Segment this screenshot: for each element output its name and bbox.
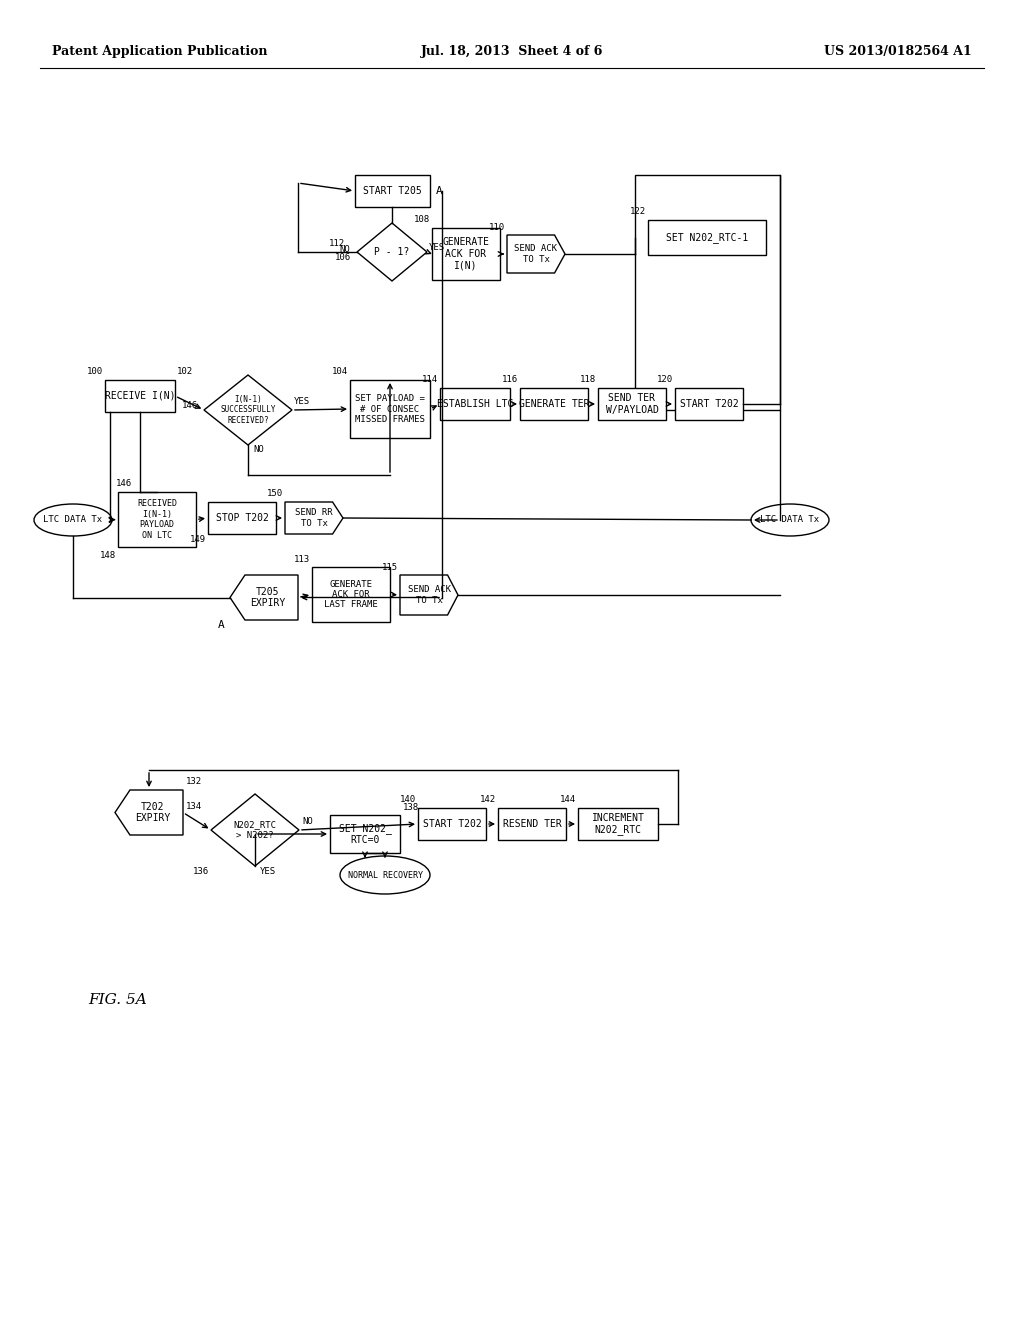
Text: Jul. 18, 2013  Sheet 4 of 6: Jul. 18, 2013 Sheet 4 of 6 xyxy=(421,45,603,58)
Text: 110: 110 xyxy=(488,223,505,231)
Text: SEND RR
TO Tx: SEND RR TO Tx xyxy=(295,508,333,528)
Text: 112: 112 xyxy=(329,239,345,248)
Text: YES: YES xyxy=(294,397,310,407)
Polygon shape xyxy=(204,375,292,445)
Text: SET PAYLOAD =
# OF CONSEC
MISSED FRAMES: SET PAYLOAD = # OF CONSEC MISSED FRAMES xyxy=(355,395,425,424)
Bar xyxy=(578,808,658,840)
Bar xyxy=(312,568,390,622)
Text: SEND TER
W/PAYLOAD: SEND TER W/PAYLOAD xyxy=(605,393,658,414)
Text: N202_RTC
> N202?: N202_RTC > N202? xyxy=(233,820,276,840)
Text: NO: NO xyxy=(339,246,350,255)
Text: SET N202_RTC-1: SET N202_RTC-1 xyxy=(666,232,749,243)
Text: T202
EXPIRY: T202 EXPIRY xyxy=(135,801,170,824)
Text: LTC DATA Tx: LTC DATA Tx xyxy=(43,516,102,524)
Text: 108: 108 xyxy=(414,215,430,224)
Text: YES: YES xyxy=(260,866,276,875)
Ellipse shape xyxy=(34,504,112,536)
Text: START T205: START T205 xyxy=(364,186,422,195)
Text: SEND ACK
TO Tx: SEND ACK TO Tx xyxy=(514,244,557,264)
Text: 148: 148 xyxy=(100,550,116,560)
Text: 116: 116 xyxy=(502,375,518,384)
Bar xyxy=(675,388,743,420)
Bar xyxy=(635,176,780,411)
Bar xyxy=(498,808,566,840)
Text: START T202: START T202 xyxy=(423,818,481,829)
Text: FIG. 5A: FIG. 5A xyxy=(88,993,146,1007)
Text: 144: 144 xyxy=(560,796,575,804)
Text: 104: 104 xyxy=(332,367,348,376)
Text: A: A xyxy=(218,620,224,630)
Text: GENERATE
ACK FOR
I(N): GENERATE ACK FOR I(N) xyxy=(442,238,489,271)
Text: 106: 106 xyxy=(335,252,351,261)
Polygon shape xyxy=(211,795,299,866)
Text: 146: 146 xyxy=(182,400,198,409)
Text: NO: NO xyxy=(302,817,312,826)
Text: 102: 102 xyxy=(177,367,194,376)
Text: I(N-1)
SUCCESSFULLY
RECEIVED?: I(N-1) SUCCESSFULLY RECEIVED? xyxy=(220,395,275,425)
Text: RECEIVE I(N): RECEIVE I(N) xyxy=(104,391,175,401)
Bar xyxy=(355,176,430,207)
Text: YES: YES xyxy=(429,243,445,252)
Text: 150: 150 xyxy=(267,490,283,499)
Bar xyxy=(350,380,430,438)
Text: 115: 115 xyxy=(382,562,398,572)
Text: SEND ACK
TO Tx: SEND ACK TO Tx xyxy=(408,585,451,605)
Text: START T202: START T202 xyxy=(680,399,738,409)
Bar xyxy=(648,220,766,255)
Text: ESTABLISH LTC: ESTABLISH LTC xyxy=(437,399,513,409)
Bar xyxy=(440,388,510,420)
Text: 100: 100 xyxy=(87,367,103,376)
Text: 136: 136 xyxy=(193,866,209,875)
Polygon shape xyxy=(285,502,343,535)
Text: LTC DATA Tx: LTC DATA Tx xyxy=(761,516,819,524)
Text: GENERATE
ACK FOR
LAST FRAME: GENERATE ACK FOR LAST FRAME xyxy=(325,579,378,610)
Text: P - 1?: P - 1? xyxy=(375,247,410,257)
Bar xyxy=(432,228,500,280)
Polygon shape xyxy=(357,223,427,281)
Bar xyxy=(418,808,486,840)
Text: 132: 132 xyxy=(186,777,202,787)
Ellipse shape xyxy=(340,855,430,894)
Text: 114: 114 xyxy=(422,375,438,384)
Polygon shape xyxy=(115,789,183,836)
Text: NO: NO xyxy=(253,446,264,454)
Text: NORMAL RECOVERY: NORMAL RECOVERY xyxy=(347,870,423,879)
Text: T205
EXPIRY: T205 EXPIRY xyxy=(250,586,286,609)
Text: 149: 149 xyxy=(189,535,206,544)
Text: 138: 138 xyxy=(403,803,419,812)
Text: RECEIVED
I(N-1)
PAYLOAD
ON LTC: RECEIVED I(N-1) PAYLOAD ON LTC xyxy=(137,499,177,540)
Text: Patent Application Publication: Patent Application Publication xyxy=(52,45,267,58)
Polygon shape xyxy=(507,235,565,273)
Polygon shape xyxy=(400,576,458,615)
Text: 146: 146 xyxy=(116,479,132,488)
Text: 113: 113 xyxy=(294,554,310,564)
Text: 134: 134 xyxy=(186,803,202,810)
Bar xyxy=(118,492,196,546)
Text: 122: 122 xyxy=(630,207,646,216)
Text: A: A xyxy=(436,186,442,195)
Text: US 2013/0182564 A1: US 2013/0182564 A1 xyxy=(824,45,972,58)
Text: SET N202_
RTC=0: SET N202_ RTC=0 xyxy=(339,822,391,845)
Ellipse shape xyxy=(751,504,829,536)
Bar xyxy=(208,502,276,535)
Polygon shape xyxy=(230,576,298,620)
Text: 142: 142 xyxy=(480,796,496,804)
Text: GENERATE TER: GENERATE TER xyxy=(519,399,589,409)
Bar xyxy=(105,380,175,412)
Text: 118: 118 xyxy=(580,375,596,384)
Text: 140: 140 xyxy=(400,796,416,804)
Bar xyxy=(520,388,588,420)
Text: RESEND TER: RESEND TER xyxy=(503,818,561,829)
Text: INCREMENT
N202_RTC: INCREMENT N202_RTC xyxy=(592,813,644,836)
Text: STOP T202: STOP T202 xyxy=(216,513,268,523)
Bar xyxy=(330,814,400,853)
Text: 120: 120 xyxy=(656,375,673,384)
Bar xyxy=(598,388,666,420)
